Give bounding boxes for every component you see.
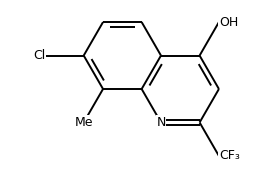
Text: OH: OH (219, 16, 238, 29)
Text: CF₃: CF₃ (219, 149, 240, 162)
Text: N: N (156, 116, 166, 129)
Text: Me: Me (74, 116, 93, 129)
Text: Cl: Cl (33, 49, 45, 62)
